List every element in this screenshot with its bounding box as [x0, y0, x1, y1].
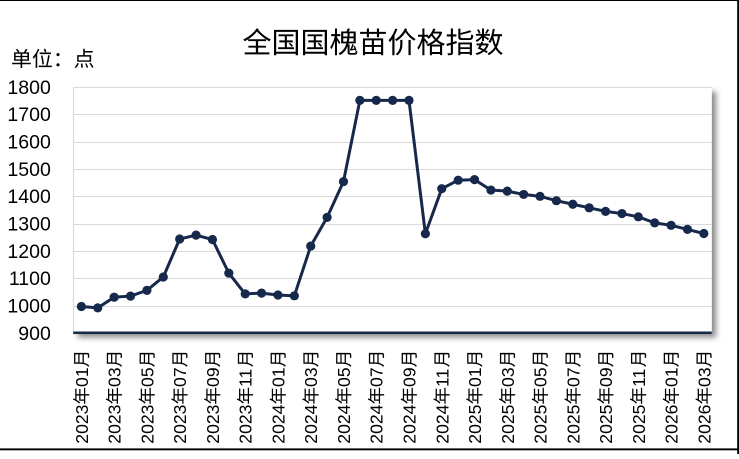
svg-text:1300: 1300	[7, 214, 51, 236]
svg-text:1400: 1400	[7, 186, 51, 208]
svg-text:2023: 2023	[137, 404, 157, 443]
svg-text:1700: 1700	[7, 104, 51, 126]
svg-text:09: 09	[203, 367, 223, 387]
svg-text:09: 09	[596, 367, 616, 387]
svg-text:2023: 2023	[203, 404, 223, 443]
svg-text:03: 03	[694, 367, 714, 387]
svg-text:1200: 1200	[7, 241, 51, 263]
svg-text:2023: 2023	[72, 404, 92, 443]
svg-text:2026: 2026	[662, 404, 682, 443]
svg-text:2026: 2026	[694, 404, 714, 443]
svg-text:07: 07	[563, 367, 583, 387]
svg-text:2024: 2024	[301, 404, 321, 443]
svg-text:1500: 1500	[7, 159, 51, 181]
svg-text:07: 07	[367, 367, 387, 387]
svg-text:01: 01	[662, 367, 682, 387]
svg-text:2025: 2025	[563, 404, 583, 443]
svg-text:1000: 1000	[7, 296, 51, 318]
svg-text:1100: 1100	[9, 268, 51, 290]
svg-text:11: 11	[432, 369, 452, 387]
svg-text:2024: 2024	[400, 404, 420, 443]
svg-text:05: 05	[531, 367, 551, 387]
svg-text:09: 09	[400, 367, 420, 387]
svg-text:11: 11	[629, 369, 649, 387]
svg-text:05: 05	[137, 367, 157, 387]
svg-text:2023: 2023	[236, 404, 256, 443]
svg-text:01: 01	[268, 367, 288, 387]
svg-text:2024: 2024	[334, 404, 354, 443]
svg-text:03: 03	[498, 367, 518, 387]
svg-text:2025: 2025	[596, 404, 616, 443]
svg-text:1800: 1800	[7, 77, 51, 99]
svg-text:1600: 1600	[7, 132, 51, 154]
svg-text:2023: 2023	[105, 404, 125, 443]
svg-text:03: 03	[105, 367, 125, 387]
svg-text:2024: 2024	[268, 404, 288, 443]
svg-text:2024: 2024	[367, 404, 387, 443]
svg-text:01: 01	[72, 367, 92, 387]
svg-text:05: 05	[334, 367, 354, 387]
svg-text:01: 01	[465, 367, 485, 387]
svg-text:2025: 2025	[629, 404, 649, 443]
svg-text:2024: 2024	[432, 404, 452, 443]
svg-text:2023: 2023	[170, 404, 190, 443]
svg-text:2025: 2025	[531, 404, 551, 443]
svg-text:03: 03	[301, 367, 321, 387]
svg-text:2025: 2025	[465, 404, 485, 443]
svg-text:2025: 2025	[498, 404, 518, 443]
svg-text:11: 11	[236, 369, 256, 387]
svg-text:900: 900	[18, 323, 51, 345]
svg-text:07: 07	[170, 367, 190, 387]
